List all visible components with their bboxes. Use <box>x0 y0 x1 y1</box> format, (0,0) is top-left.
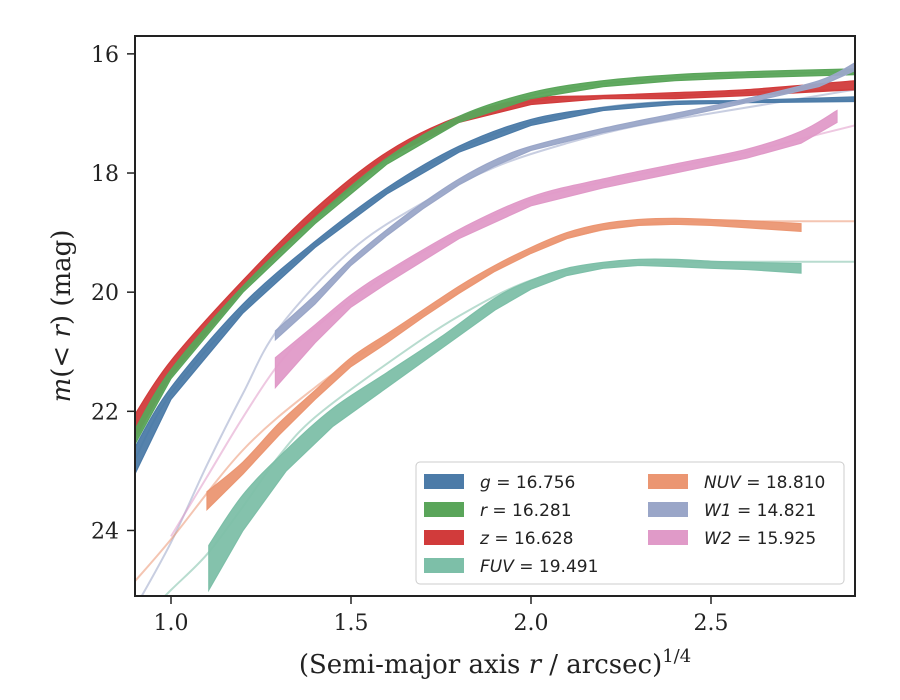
legend-label-r: r = 16.281 <box>480 501 572 521</box>
x-tick-label: 2.5 <box>694 611 729 636</box>
profile-band-w1 <box>274 62 855 342</box>
legend-label-w2: W2 = 15.925 <box>704 529 816 549</box>
profile-band-g <box>135 96 855 475</box>
legend-entries: g = 16.756 r = 16.281 z = 16.628 FUV = 19.4… <box>424 473 825 577</box>
series-layer <box>135 62 855 596</box>
legend-label-w1: W1 = 14.821 <box>704 501 816 521</box>
legend-swatch-nuv <box>648 474 688 489</box>
y-tick-label: 22 <box>91 400 119 425</box>
plot-frame <box>134 35 856 597</box>
legend-box <box>415 461 845 585</box>
legend-label-g: g = 16.756 <box>480 473 575 493</box>
legend-swatch-g <box>424 474 464 489</box>
profile-band-nuv <box>206 217 802 512</box>
y-tick-label: 20 <box>91 281 119 306</box>
legend-swatch-w1 <box>648 502 688 517</box>
ticks-layer: 1.0 1.5 2.0 2.5 16 18 20 22 24 <box>91 43 729 636</box>
x-tick-label: 1.5 <box>334 611 369 636</box>
profile-band-fuv <box>208 258 802 593</box>
profile-band-r <box>135 68 855 445</box>
x-tick-label: 1.0 <box>154 611 189 636</box>
profile-band-w2 <box>274 109 838 390</box>
legend-swatch-r <box>424 502 464 517</box>
legend-swatch-fuv <box>424 558 464 573</box>
legend-swatch-w2 <box>648 530 688 545</box>
x-axis-label: (Semi-major axis r / arcsec)1/4 <box>299 646 691 680</box>
y-tick-label: 18 <box>91 162 119 187</box>
y-tick-label: 16 <box>91 43 119 68</box>
legend-swatch-z <box>424 530 464 545</box>
x-tick-label: 2.0 <box>514 611 549 636</box>
legend: g = 16.756 r = 16.281 z = 16.628 FUV = 19.4… <box>415 461 845 585</box>
legend-label-nuv: NUV = 18.810 <box>704 473 825 493</box>
model-line-w1 <box>140 88 855 596</box>
legend-label-fuv: FUV = 19.491 <box>480 557 598 577</box>
y-axis-label: m(< r) (mag) <box>47 230 77 403</box>
legend-label-z: z = 16.628 <box>479 529 573 549</box>
y-tick-label: 24 <box>91 519 119 544</box>
